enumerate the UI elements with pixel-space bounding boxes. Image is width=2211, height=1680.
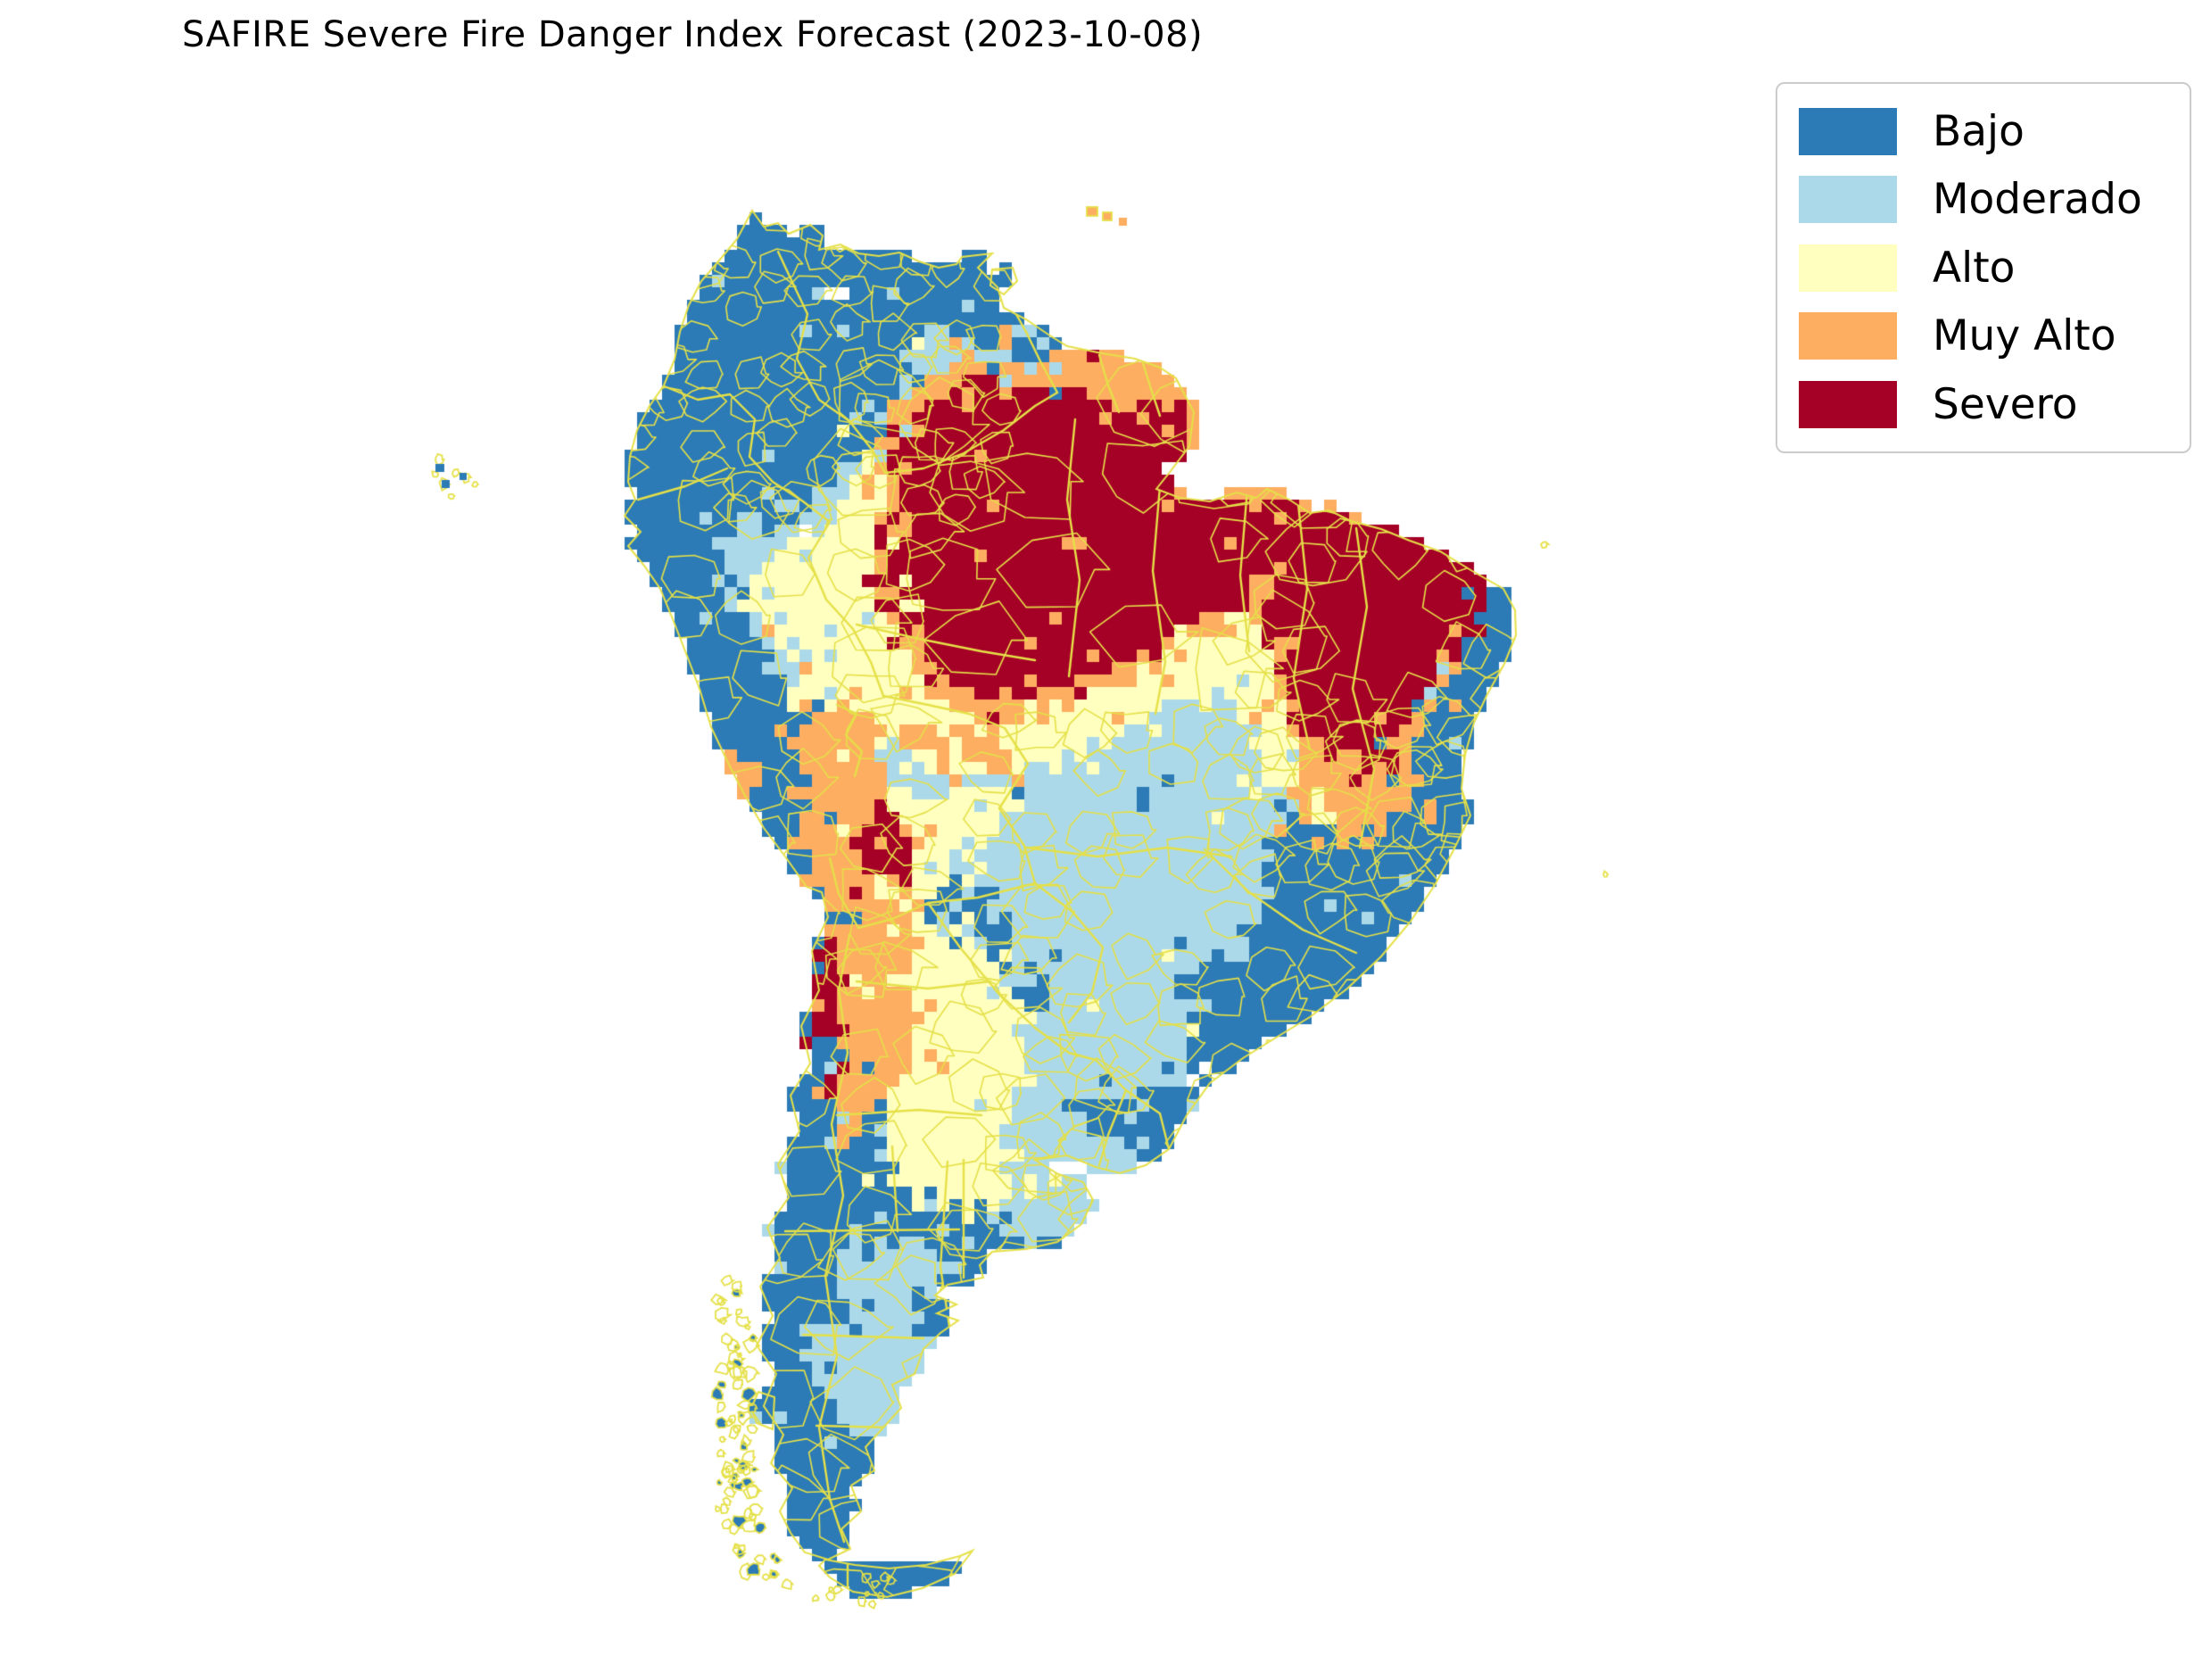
legend-swatch-muy-alto xyxy=(1799,312,1897,360)
legend-item-alto: Alto xyxy=(1799,236,2168,299)
legend-item-muy-alto: Muy Alto xyxy=(1799,305,2168,368)
legend-label-alto: Alto xyxy=(1933,243,2016,293)
legend-swatch-alto xyxy=(1799,244,1897,292)
legend-label-severo: Severo xyxy=(1933,379,2078,429)
legend-item-moderado: Moderado xyxy=(1799,169,2168,231)
legend-swatch-moderado xyxy=(1799,176,1897,223)
legend-swatch-severo xyxy=(1799,380,1897,428)
legend-item-severo: Severo xyxy=(1799,373,2168,435)
legend-label-moderado: Moderado xyxy=(1933,175,2142,224)
legend-swatch-bajo xyxy=(1799,107,1897,155)
legend-item-bajo: Bajo xyxy=(1799,100,2168,162)
legend-label-bajo: Bajo xyxy=(1933,106,2025,156)
legend: Bajo Moderado Alto Muy Alto Severo xyxy=(1776,82,2191,453)
legend-label-muy-alto: Muy Alto xyxy=(1933,311,2116,360)
